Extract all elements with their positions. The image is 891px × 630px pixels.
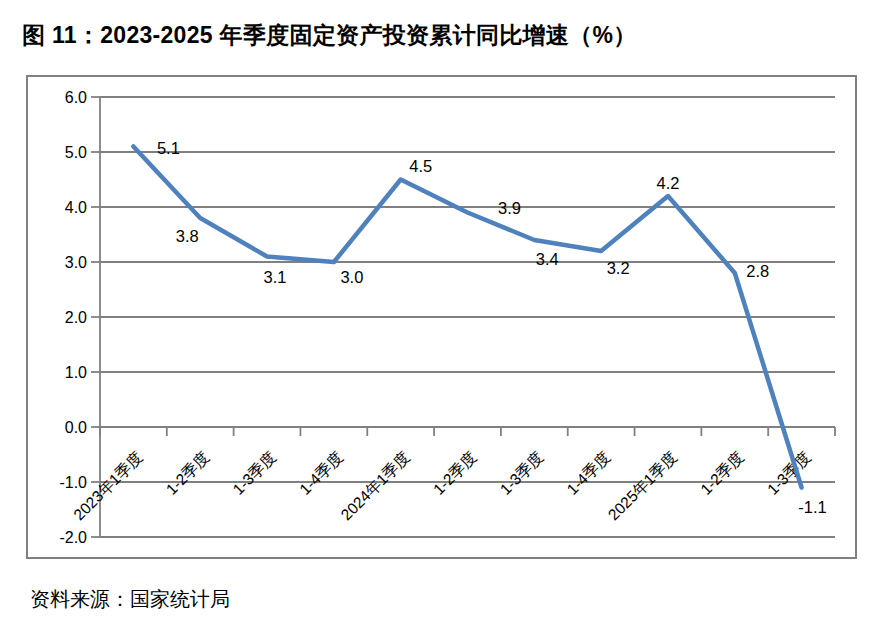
y-axis-tick-label: 0.0 [65,419,87,436]
data-point-label: 4.5 [409,157,432,175]
y-axis-tick-label: 4.0 [65,199,87,216]
data-point-label: -1.1 [798,498,826,516]
figure-source: 资料来源：国家统计局 [30,586,230,613]
x-axis-category-label: 1-2季度 [430,448,480,498]
line-chart: 6.05.04.03.02.01.00.0-1.0-2.02023年1季度1-2… [28,77,855,557]
data-point-label: 5.1 [157,139,180,157]
x-axis-category-label: 1-3季度 [764,448,814,498]
x-axis-category-label: 1-4季度 [296,448,346,498]
data-point-label: 3.2 [607,259,630,277]
x-axis-category-label: 1-4季度 [563,448,613,498]
report-figure-page: 图 11：2023-2025 年季度固定资产投资累计同比增速（%） 6.0 5.0… [0,0,891,630]
x-axis-category-label: 1-2季度 [163,448,213,498]
chart-frame: 6.05.04.03.02.01.00.0-1.0-2.02023年1季度1-2… [26,75,857,559]
data-point-label: 3.1 [264,268,287,286]
x-axis-category-label: 1-3季度 [497,448,547,498]
x-axis-category-label: 2024年1季度 [337,448,412,523]
y-axis-tick-label: 2.0 [65,309,87,326]
data-point-label: 3.4 [536,250,559,268]
x-axis-category-label: 1-3季度 [229,448,279,498]
y-axis-tick-label: 1.0 [65,364,87,381]
y-axis-tick-label: 3.0 [65,254,87,271]
y-axis-tick-label: 6.0 [65,89,87,106]
data-point-label: 3.0 [340,268,363,286]
data-point-label: 3.8 [176,227,199,245]
data-point-label: 2.8 [746,262,769,280]
x-axis-category-label: 1-2季度 [697,448,747,498]
figure-title: 图 11：2023-2025 年季度固定资产投资累计同比增速（%） [22,20,636,51]
y-axis-tick-label: 5.0 [65,144,87,161]
data-point-label: 4.2 [656,174,679,192]
y-axis-tick-label: -2.0 [59,529,87,546]
data-point-label: 3.9 [498,199,521,217]
x-axis-category-label: 2025年1季度 [605,448,680,523]
y-axis-tick-label: -1.0 [59,474,87,491]
